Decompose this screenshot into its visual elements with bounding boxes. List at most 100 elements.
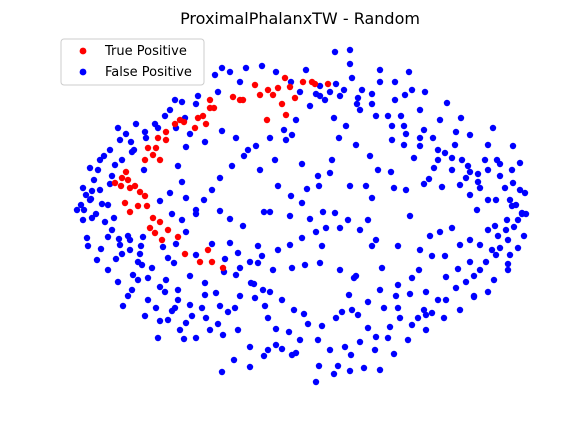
false-positive-point — [236, 264, 244, 272]
false-positive-point — [108, 226, 116, 234]
false-positive-point — [318, 322, 326, 330]
false-positive-point — [201, 138, 209, 146]
false-positive-point — [115, 235, 123, 243]
false-positive-point — [86, 196, 94, 204]
false-positive-point — [129, 271, 137, 279]
false-positive-point — [436, 116, 444, 124]
false-positive-point — [312, 378, 320, 386]
true-positive-point — [299, 78, 307, 86]
false-positive-point — [152, 304, 160, 312]
false-positive-point — [137, 242, 145, 250]
false-positive-point — [391, 96, 399, 104]
false-positive-point — [520, 232, 528, 240]
false-positive-point — [368, 194, 376, 202]
false-positive-point — [111, 161, 119, 169]
true-positive-point — [141, 192, 149, 200]
false-positive-point — [452, 128, 460, 136]
false-positive-point — [502, 226, 510, 234]
false-positive-point — [336, 224, 344, 232]
false-positive-point — [254, 242, 262, 250]
false-positive-point — [292, 116, 300, 124]
true-positive-point — [156, 218, 164, 226]
true-positive-point — [171, 120, 179, 128]
false-positive-point — [408, 274, 416, 282]
false-positive-point — [182, 228, 190, 236]
false-positive-point — [226, 239, 234, 247]
false-positive-point — [304, 320, 312, 328]
false-positive-point — [316, 82, 324, 90]
false-positive-point — [360, 364, 368, 372]
false-positive-point — [127, 138, 135, 146]
false-positive-point — [96, 156, 104, 164]
true-positive-point — [151, 229, 159, 237]
true-positive-point — [154, 134, 162, 142]
false-positive-point — [119, 302, 127, 310]
true-positive-point — [126, 208, 134, 216]
false-positive-point — [488, 246, 496, 254]
false-positive-point — [338, 308, 346, 316]
false-positive-point — [219, 331, 227, 339]
false-positive-point — [104, 233, 112, 241]
true-positive-point — [311, 80, 319, 88]
false-positive-point — [234, 326, 242, 334]
false-positive-point — [491, 222, 499, 230]
false-positive-point — [171, 96, 179, 104]
false-positive-point — [156, 317, 164, 325]
false-positive-point — [226, 215, 234, 223]
false-positive-point — [97, 245, 105, 253]
false-positive-point — [504, 260, 512, 268]
false-positive-point — [286, 212, 294, 220]
false-positive-point — [122, 130, 130, 138]
false-positive-point — [148, 264, 156, 272]
legend-marker-true-positive — [79, 47, 87, 55]
true-positive-point — [144, 144, 152, 152]
true-positive-point — [204, 246, 212, 254]
false-positive-point — [506, 196, 514, 204]
false-positive-point — [414, 314, 422, 322]
true-positive-point — [281, 74, 289, 82]
true-positive-point — [208, 258, 216, 266]
false-positive-point — [240, 152, 248, 160]
false-positive-point — [331, 48, 339, 56]
false-positive-point — [110, 214, 118, 222]
false-positive-point — [425, 175, 433, 183]
false-positive-point — [509, 179, 517, 187]
true-positive-point — [229, 93, 237, 101]
true-positive-point — [199, 112, 207, 120]
false-positive-point — [496, 160, 504, 168]
true-positive-point — [162, 128, 170, 136]
false-positive-point — [406, 290, 414, 298]
false-positive-point — [504, 266, 512, 274]
true-positive-point — [149, 151, 157, 159]
false-positive-point — [336, 92, 344, 100]
false-positive-point — [161, 288, 169, 296]
false-positive-point — [429, 134, 437, 142]
false-positive-point — [288, 264, 296, 272]
legend-marker-false-positive — [79, 68, 87, 76]
false-positive-point — [371, 346, 379, 354]
false-positive-point — [171, 304, 179, 312]
false-positive-point — [258, 62, 266, 70]
false-positive-point — [90, 176, 98, 184]
false-positive-point — [216, 207, 224, 215]
false-positive-point — [430, 164, 438, 172]
false-positive-point — [236, 292, 244, 300]
false-positive-point — [134, 258, 142, 266]
false-positive-point — [474, 170, 482, 178]
false-positive-point — [334, 362, 342, 370]
false-positive-point — [141, 312, 149, 320]
false-positive-point — [236, 78, 244, 86]
false-positive-point — [226, 68, 234, 76]
false-positive-point — [79, 216, 87, 224]
false-positive-point — [332, 80, 340, 88]
false-positive-point — [321, 96, 329, 104]
false-positive-point — [454, 265, 462, 273]
false-positive-point — [440, 314, 448, 322]
false-positive-point — [292, 349, 300, 357]
false-positive-point — [476, 241, 484, 249]
false-positive-point — [166, 189, 174, 197]
false-positive-point — [282, 136, 290, 144]
true-positive-point — [146, 224, 154, 232]
legend: True Positive False Positive — [60, 38, 205, 86]
